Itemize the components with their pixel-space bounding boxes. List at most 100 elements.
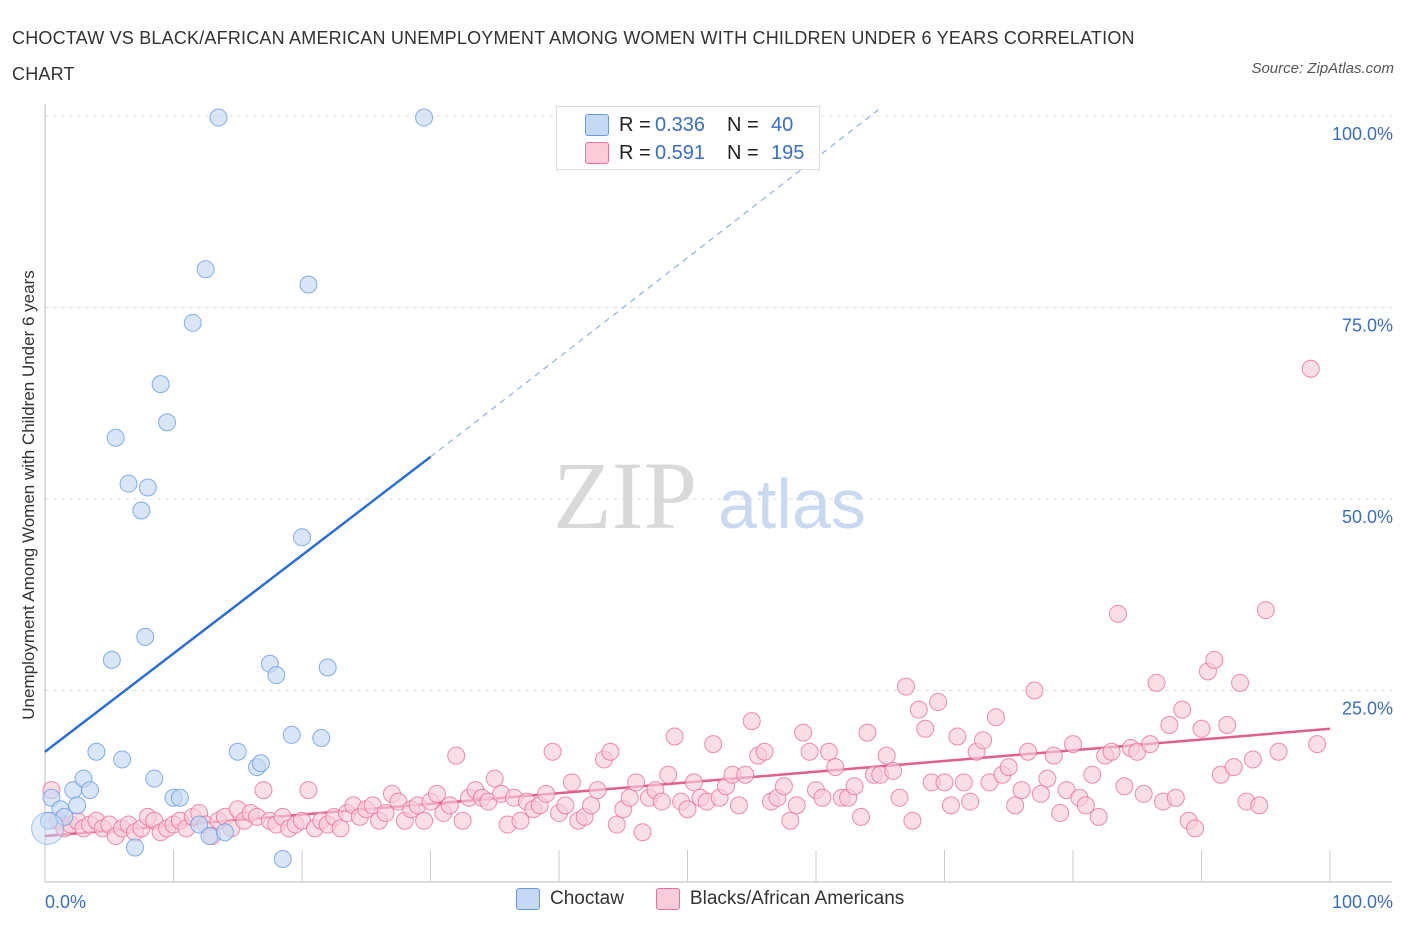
point-black [1064, 735, 1082, 754]
point-choctaw [190, 815, 209, 834]
legend-r-label: R = [619, 113, 651, 136]
trend-line-choctaw [44, 455, 432, 753]
point-black [961, 792, 980, 811]
point-black [684, 773, 703, 792]
point-choctaw [200, 827, 219, 846]
point-choctaw [215, 823, 234, 842]
legend-r-value: 0.336 [655, 113, 706, 136]
point-black [986, 708, 1005, 727]
point-black [1205, 650, 1224, 669]
point-black [601, 742, 620, 761]
point-black [556, 796, 575, 815]
point-black [633, 823, 652, 842]
point-choctaw [209, 108, 228, 127]
point-choctaw [138, 478, 157, 497]
data-points [31, 108, 1327, 869]
point-black [729, 796, 748, 815]
source-label: Source: ZipAtlas.com [1251, 60, 1394, 77]
y-tick-label: 25.0% [1342, 699, 1393, 719]
point-black [254, 781, 273, 800]
point-black [858, 723, 877, 742]
point-black [1051, 804, 1070, 823]
point-choctaw [136, 627, 155, 646]
point-black [1166, 788, 1185, 807]
stats-legend: R = 0.336 N = 40 R = 0.591 N = 195 [556, 106, 820, 170]
y-tick-label: 75.0% [1342, 316, 1393, 336]
point-black [453, 811, 472, 830]
point-choctaw [228, 742, 247, 761]
point-black [877, 746, 896, 765]
x-tick-label: 100.0% [1332, 892, 1393, 912]
point-choctaw [251, 754, 270, 773]
point-choctaw [68, 796, 87, 815]
point-black [954, 773, 973, 792]
point-choctaw [31, 811, 65, 845]
point-black [588, 781, 607, 800]
point-choctaw [145, 769, 164, 788]
point-black [999, 758, 1018, 777]
point-black [1269, 742, 1288, 761]
point-black [543, 742, 562, 761]
legend-item-choctaw[interactable]: Choctaw [516, 888, 624, 910]
point-black [1108, 604, 1127, 623]
legend-item-black[interactable]: Blacks/African Americans [655, 888, 904, 910]
point-black [1231, 673, 1250, 692]
point-choctaw [102, 650, 121, 669]
x-tick-label: 0.0% [45, 892, 86, 912]
point-black [903, 811, 922, 830]
point-choctaw [299, 275, 318, 294]
point-choctaw [273, 850, 292, 869]
y-tick-label: 100.0% [1332, 124, 1393, 144]
point-black [742, 712, 761, 731]
point-black [1173, 700, 1192, 719]
point-black [331, 819, 350, 838]
point-choctaw [318, 658, 337, 677]
point-black [774, 777, 793, 796]
legend-swatch-black [655, 888, 680, 910]
point-black [1019, 742, 1038, 761]
point-black [1083, 765, 1102, 784]
legend-swatch-choctaw [516, 888, 540, 910]
point-black [755, 742, 774, 761]
point-black [1038, 769, 1057, 788]
legend-row-choctaw: R = 0.336 N = 40 [557, 111, 793, 139]
point-black [1031, 784, 1050, 803]
y-axis-label: Unemployment Among Women with Children U… [19, 270, 38, 719]
legend-swatch-choctaw [585, 114, 609, 136]
point-choctaw [87, 742, 106, 761]
legend-row-black: R = 0.591 N = 195 [557, 139, 804, 167]
gridlines [45, 115, 1392, 691]
point-black [1250, 796, 1269, 815]
point-black [948, 727, 967, 746]
point-black [1301, 359, 1320, 378]
point-black [781, 811, 800, 830]
point-black [1102, 742, 1121, 761]
point-choctaw [125, 838, 144, 857]
point-choctaw [106, 428, 125, 447]
point-choctaw [267, 666, 286, 685]
point-choctaw [293, 528, 311, 547]
point-black [787, 796, 806, 815]
point-black [1160, 715, 1179, 734]
point-black [1006, 796, 1025, 815]
point-black [800, 742, 819, 761]
point-black [652, 792, 671, 811]
point-black [1218, 715, 1237, 734]
point-black [1224, 758, 1243, 777]
point-choctaw [119, 474, 138, 493]
point-black [1076, 796, 1095, 815]
legend-swatch-black [585, 142, 609, 164]
legend-r-value: 0.591 [655, 141, 706, 164]
point-black [582, 796, 601, 815]
point-black [447, 746, 466, 765]
point-black [909, 700, 928, 719]
point-choctaw [183, 313, 202, 332]
point-black [299, 781, 318, 800]
point-choctaw [282, 725, 301, 744]
legend-n-value: 40 [771, 113, 794, 136]
point-black [607, 815, 626, 834]
tick-labels: 25.0% 50.0% 75.0% 100.0% 0.0% 100.0% [45, 124, 1393, 912]
point-black [794, 723, 813, 742]
point-choctaw [196, 260, 215, 279]
